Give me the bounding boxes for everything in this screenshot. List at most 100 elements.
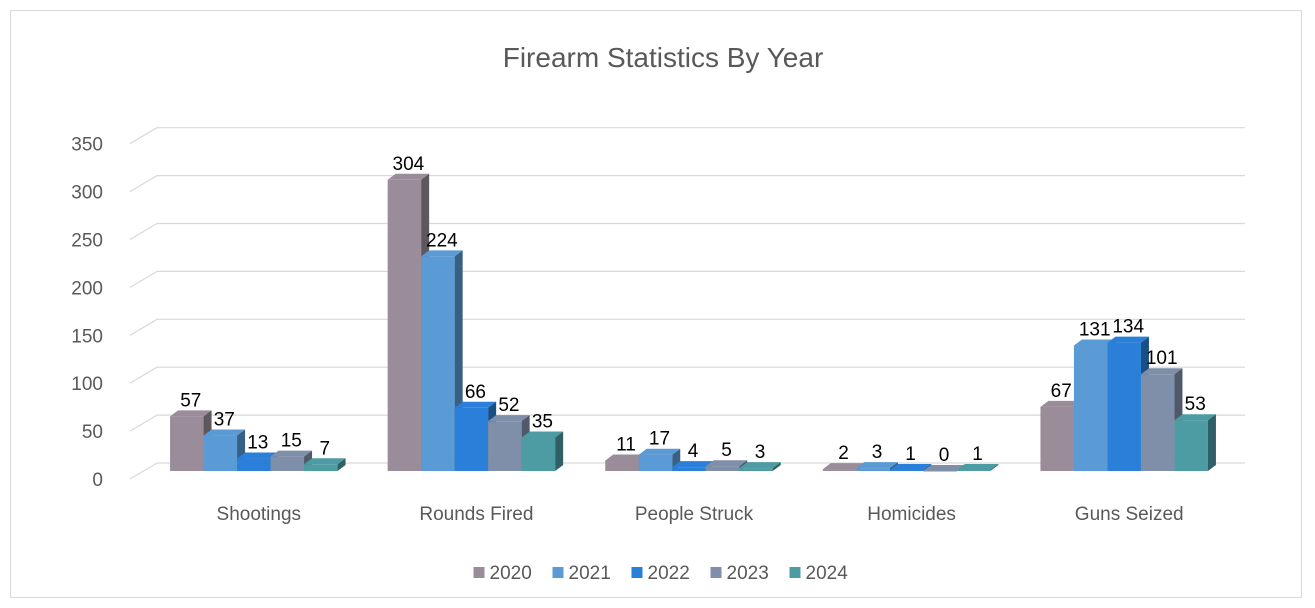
legend-label: 2022 xyxy=(648,563,690,584)
data-label: 3 xyxy=(872,442,883,463)
data-label: 131 xyxy=(1079,320,1111,341)
bar xyxy=(270,450,313,471)
bar-top xyxy=(956,464,999,471)
gridline-diagonal xyxy=(129,127,158,145)
data-label: 7 xyxy=(320,438,331,459)
bar xyxy=(739,462,781,471)
bar-front xyxy=(956,470,991,471)
legend-swatch xyxy=(552,567,564,578)
bar-top xyxy=(387,173,430,180)
category-label: Guns Seized xyxy=(1075,504,1184,525)
gridline-diagonal xyxy=(129,414,158,432)
y-tick-label: 250 xyxy=(71,231,103,252)
data-label: 2 xyxy=(838,443,849,464)
bar-side xyxy=(1207,414,1216,471)
y-tick-label: 100 xyxy=(71,374,103,395)
gridline-diagonal xyxy=(129,462,158,480)
bars xyxy=(170,173,1216,472)
bar-top xyxy=(822,463,865,470)
chart-frame xyxy=(10,10,1302,598)
legend-swatch xyxy=(789,567,801,578)
bar-front xyxy=(923,471,957,472)
data-label: 224 xyxy=(426,230,458,251)
data-label: 3 xyxy=(755,442,766,463)
bar xyxy=(488,415,530,471)
data-label: 4 xyxy=(688,441,699,462)
data-label: 11 xyxy=(616,434,636,455)
legend-item: 2024 xyxy=(789,563,849,584)
data-label: 35 xyxy=(532,411,553,432)
y-axis-ticks: 0 50 100 150 200 250 300 350 xyxy=(71,135,103,491)
bar-front xyxy=(672,467,706,471)
data-label: 17 xyxy=(649,429,670,450)
bar-top xyxy=(454,401,497,408)
bar-top xyxy=(1040,400,1082,407)
category-label: Shootings xyxy=(217,504,302,525)
bar-side xyxy=(555,431,564,471)
bar xyxy=(638,448,681,471)
bar-front xyxy=(1073,345,1108,471)
bar-top xyxy=(421,250,463,257)
bar-top xyxy=(304,458,346,465)
legend-item: 2020 xyxy=(473,563,532,584)
data-label: 5 xyxy=(721,440,732,461)
data-label: 53 xyxy=(1185,394,1206,415)
bar-front xyxy=(605,460,639,471)
bar-front xyxy=(705,466,740,471)
y-tick-label: 50 xyxy=(82,422,103,443)
data-label: 37 xyxy=(214,410,235,431)
bar-front xyxy=(203,435,238,471)
bar-side xyxy=(772,462,781,471)
bar-top xyxy=(739,462,781,469)
bar-top xyxy=(923,465,965,471)
bar-top xyxy=(889,464,932,471)
legend-swatch xyxy=(710,567,722,578)
legend: 2020 2021 2022 2023 2024 xyxy=(473,563,849,584)
bar xyxy=(889,464,932,471)
bar-top xyxy=(203,429,246,436)
bar-top xyxy=(605,454,647,461)
legend-item: 2022 xyxy=(631,563,690,584)
legend-item: 2021 xyxy=(552,563,611,584)
chart-title: Firearm Statistics By Year xyxy=(503,42,824,73)
bar-top xyxy=(705,460,748,467)
bar-top xyxy=(488,415,530,422)
bar-front xyxy=(387,179,422,471)
bar-side xyxy=(990,464,999,471)
legend-swatch xyxy=(631,567,643,578)
category-label: People Struck xyxy=(635,504,754,525)
bar xyxy=(923,465,965,472)
bar xyxy=(521,431,564,471)
bar-top xyxy=(521,431,564,438)
y-tick-label: 150 xyxy=(71,326,103,347)
bar-top xyxy=(170,410,212,417)
data-label: 134 xyxy=(1112,317,1144,338)
data-label: 1 xyxy=(972,444,983,465)
category-label: Homicides xyxy=(867,504,956,525)
data-label: 13 xyxy=(247,433,268,454)
bar-front xyxy=(488,421,522,471)
bar-top xyxy=(638,448,681,455)
gridline-diagonal xyxy=(129,175,158,193)
data-label: 304 xyxy=(393,154,425,175)
category-labels: Shootings Rounds Fired People Struck Homici… xyxy=(217,504,1184,525)
data-label: 0 xyxy=(939,445,950,466)
bar-front xyxy=(454,407,489,471)
data-label: 15 xyxy=(281,431,302,452)
bar-front xyxy=(170,416,204,471)
y-tick-label: 300 xyxy=(71,183,103,204)
bar-front xyxy=(237,458,271,471)
bar-side xyxy=(337,458,346,471)
bar xyxy=(1174,414,1216,471)
bar-top xyxy=(1174,414,1216,421)
bar-front xyxy=(822,469,857,471)
legend-label: 2024 xyxy=(806,563,849,584)
data-label: 101 xyxy=(1146,348,1178,369)
bar-top xyxy=(270,450,313,457)
gridline-diagonal xyxy=(129,318,158,336)
bar-front xyxy=(889,470,924,471)
bar-front xyxy=(1107,342,1141,471)
bar-front xyxy=(270,456,305,471)
